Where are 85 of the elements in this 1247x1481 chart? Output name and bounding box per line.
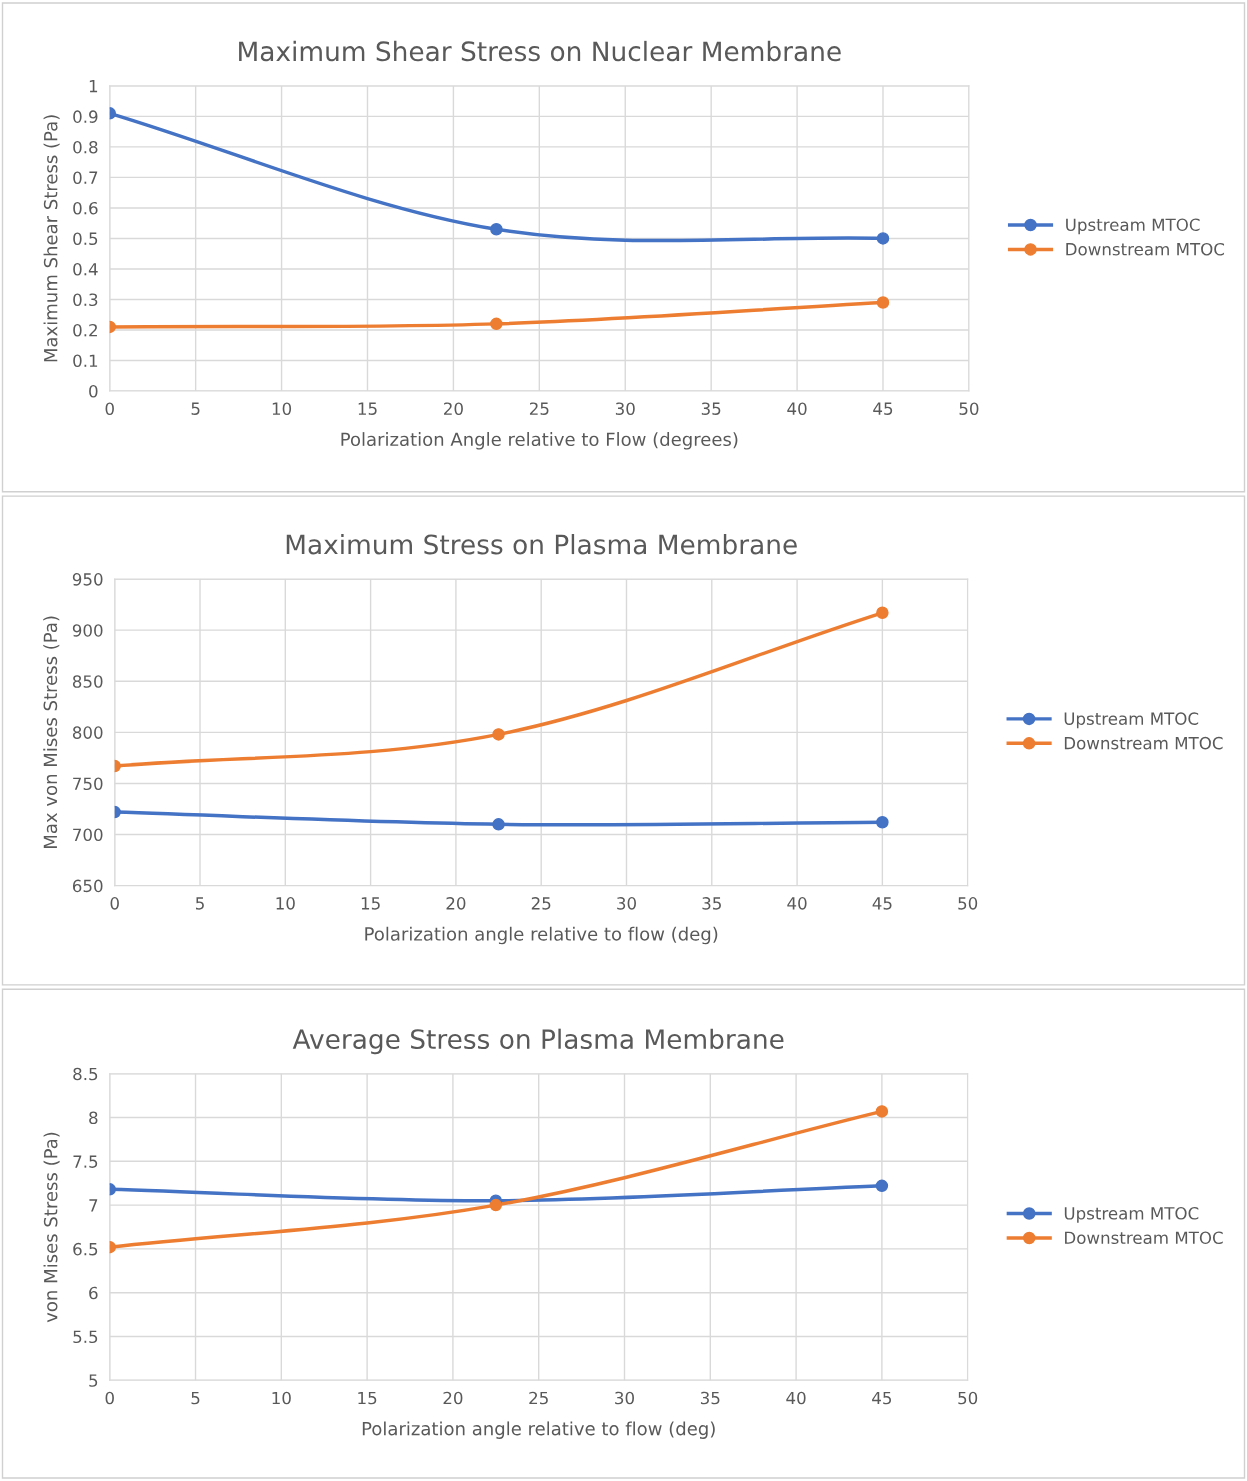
point	[876, 296, 890, 309]
x-axis-title: Polarization Angle relative to Flow (degrees)	[341, 432, 738, 450]
y-tick-label: 800	[72, 726, 103, 739]
y-tick-label: 6.5	[73, 1242, 98, 1256]
x-tick-label: 5	[191, 402, 200, 415]
x-tick-label: 45	[873, 402, 893, 415]
x-tick-label: 40	[786, 1391, 806, 1405]
point	[492, 728, 505, 741]
x-tick-label: 25	[531, 897, 551, 910]
x-tick-label: 20	[444, 402, 463, 415]
point	[492, 818, 505, 831]
y-tick-label: 0.6	[73, 201, 98, 215]
y-tick-label: 900	[72, 624, 103, 637]
x-tick-label: 20	[443, 1391, 463, 1405]
y-tick-label: 5.5	[73, 1330, 98, 1344]
x-tick-label: 0	[105, 402, 114, 415]
x-tick-label: 20	[446, 897, 466, 910]
y-tick-label: 0.3	[73, 293, 98, 307]
y-tick-label: 0	[89, 384, 98, 398]
x-tick-label: 10	[276, 897, 295, 910]
chart-title: Average Stress on Plasma Membrane	[292, 1028, 784, 1055]
y-tick-label: 0.7	[73, 171, 98, 184]
chart-title: Maximum Shear Stress on Nuclear Membrane	[239, 40, 841, 62]
y-tick-label: 950	[72, 573, 103, 586]
point	[490, 223, 503, 236]
x-tick-label: 15	[358, 1391, 377, 1405]
x-tick-label: 25	[529, 1391, 548, 1405]
x-tick-label: 5	[191, 1391, 200, 1405]
y-tick-label: 0.5	[73, 232, 98, 246]
legend-label: Downstream MTOC	[1064, 736, 1223, 750]
y-tick-label: 7	[89, 1199, 98, 1212]
x-tick-label: 10	[272, 402, 292, 415]
x-tick-label: 45	[872, 897, 892, 910]
x-tick-label: 5	[196, 897, 204, 910]
x-tick-label: 50	[958, 1391, 978, 1405]
legend-label: Downstream MTOC	[1065, 1231, 1223, 1245]
x-tick-label: 50	[958, 897, 978, 910]
legend-label: Upstream MTOC	[1064, 1207, 1199, 1223]
x-tick-label: 35	[700, 1391, 720, 1405]
legend-label: Downstream MTOC	[1066, 242, 1225, 256]
x-tick-label: 30	[615, 1391, 634, 1405]
y-tick-label: 0.8	[73, 140, 98, 154]
point	[490, 317, 503, 331]
y-tick-label: 0.1	[73, 354, 98, 368]
x-axis-title: Polarization angle relative to flow (deg)	[365, 926, 718, 945]
y-tick-label: 0.4	[73, 262, 98, 276]
x-tick-label: 10	[272, 1391, 291, 1405]
point	[875, 1105, 889, 1118]
y-tick-label: 6	[89, 1286, 98, 1300]
y-tick-label: 0.2	[73, 323, 97, 337]
point	[875, 1179, 889, 1193]
x-tick-label: 15	[361, 897, 380, 910]
y-tick-label: 0.9	[73, 110, 98, 123]
x-tick-label: 40	[787, 402, 807, 415]
point	[876, 232, 890, 245]
point	[876, 816, 889, 829]
x-tick-label: 25	[529, 402, 549, 415]
y-tick-label: 8.5	[73, 1067, 98, 1081]
y-tick-label: 650	[72, 879, 103, 893]
x-axis-title: Polarization angle relative to flow (deg)	[362, 1421, 715, 1439]
y-tick-label: 1	[89, 80, 98, 93]
y-tick-label: 750	[73, 777, 103, 791]
legend-label: Upstream MTOC	[1066, 218, 1200, 235]
point	[876, 606, 889, 620]
chart-title: Maximum Stress on Plasma Membrane	[286, 534, 797, 555]
y-axis-title: von Mises Stress (Pa)	[43, 1132, 60, 1323]
x-tick-label: 0	[105, 1391, 114, 1405]
x-tick-label: 0	[110, 897, 119, 910]
x-tick-label: 40	[787, 897, 807, 910]
point	[489, 1198, 503, 1212]
y-tick-label: 7.5	[73, 1155, 98, 1168]
legend-label: Upstream MTOC	[1064, 712, 1199, 729]
y-tick-label: 8	[89, 1111, 98, 1125]
x-tick-label: 50	[959, 402, 979, 415]
y-tick-label: 700	[73, 828, 103, 842]
y-tick-label: 5	[89, 1374, 98, 1387]
x-tick-label: 45	[872, 1391, 892, 1405]
x-tick-label: 30	[617, 897, 636, 910]
y-axis-title: Maximum Shear Stress (Pa)	[43, 115, 60, 362]
x-tick-label: 35	[701, 402, 721, 415]
x-tick-label: 35	[702, 897, 721, 910]
x-tick-label: 15	[358, 402, 377, 415]
y-tick-label: 850	[72, 675, 103, 688]
x-tick-label: 30	[615, 402, 635, 415]
y-axis-title: Max von Mises Stress (Pa)	[43, 616, 60, 848]
